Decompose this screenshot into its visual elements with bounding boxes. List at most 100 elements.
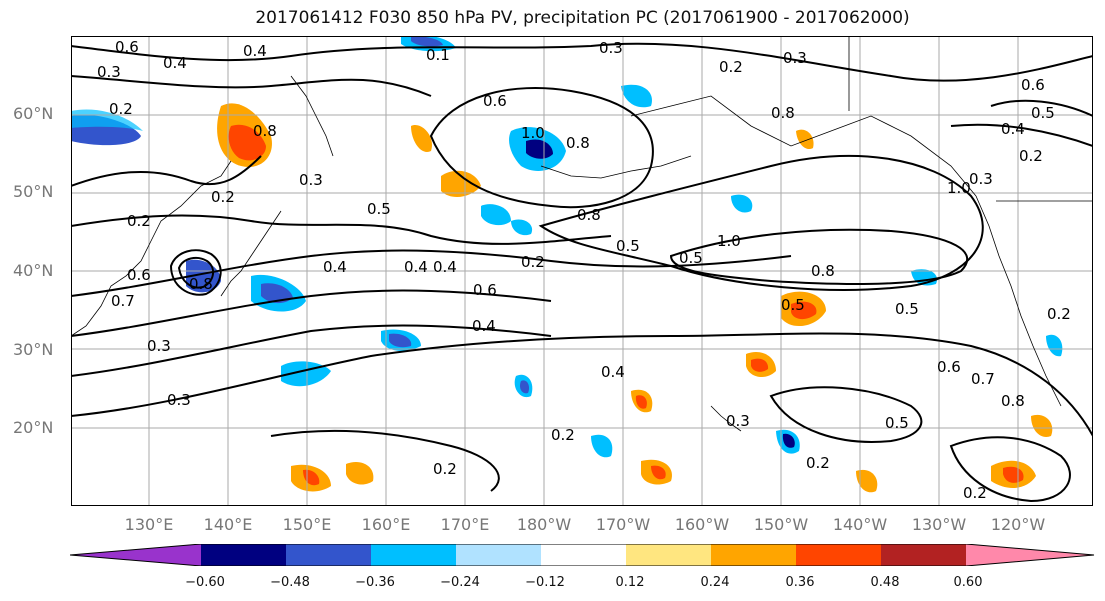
contour-label: 0.6 [937,358,961,376]
lat-label-50n: 50°N [13,182,54,201]
contour-label: 1.0 [717,232,741,250]
contour-label: 0.2 [521,253,545,271]
colorbar-tick: 0.48 [870,575,900,590]
coastline-kamchatka [290,75,334,157]
colorbar-segment [70,544,201,566]
pv-contour [71,75,432,97]
coastline-hawaii [710,405,742,432]
contour-label: 0.2 [551,426,575,444]
pv-contour [270,429,500,492]
contour-label: 0.8 [189,275,213,293]
pv-contour [950,123,1093,147]
lon-label: 150°E [282,515,332,534]
colorbar-segment [881,544,966,566]
lon-label: 130°E [124,515,174,534]
contour-label: 0.5 [781,296,805,314]
coastline-aleutians [540,155,692,179]
colorbar-tick: −0.24 [440,575,480,590]
lon-label: 120°W [990,515,1046,534]
pv-contour [769,386,923,443]
lat-label-60n: 60°N [13,104,54,123]
contour-label: 0.3 [97,63,121,81]
contour-label: 0.5 [679,249,703,267]
lon-label: 180°W [516,515,572,534]
precip-blob [591,434,613,458]
pv-contour [177,256,215,289]
lat-label-30n: 30°N [13,340,54,359]
contour-label: 0.6 [1021,76,1045,94]
colorbar-tick: −0.36 [355,575,395,590]
precip-blob [228,124,266,161]
precip-blob [791,301,817,320]
contour-label: 0.2 [211,188,235,206]
contour-label: 0.4 [472,317,496,335]
contour-label: 0.5 [1031,104,1055,122]
pv-contour [71,42,1093,82]
precip-blob [511,219,533,236]
pv-contour [71,214,612,245]
precip-blob [519,380,530,394]
pv-contour [538,155,984,291]
contour-label: 0.8 [771,104,795,122]
colorbar-tick: 0.36 [785,575,815,590]
colorbar-tick: −0.48 [270,575,310,590]
precip-blob [635,395,647,409]
colorbar-segment [711,544,796,566]
contour-label: 0.8 [253,122,277,140]
contour-label: 0.3 [969,170,993,188]
contour-label: 0.4 [243,42,267,60]
colorbar-segment [966,544,1094,566]
contour-label: 0.5 [895,300,919,318]
contour-label: 0.3 [726,412,750,430]
contour-label: 0.4 [1001,120,1025,138]
contour-label: 0.7 [971,370,995,388]
precip-blob [411,125,432,152]
contour-label: 0.7 [111,292,135,310]
pv-contour [169,249,222,296]
contour-label: 0.2 [433,460,457,478]
colorbar-segment [541,544,626,566]
precip-blob [1046,334,1063,357]
contour-label: 0.2 [109,100,133,118]
precip-blob [751,358,769,372]
contour-label: 0.8 [811,262,835,280]
contour-label: 0.3 [147,337,171,355]
precip-blob [621,84,652,108]
contour-label: 0.2 [806,454,830,472]
contour-label: 0.4 [323,258,347,276]
pv-contour [71,324,552,377]
lon-label: 160°W [674,515,730,534]
colorbar-segment [286,544,371,566]
map-border [71,36,1093,506]
contour-label: 0.2 [719,58,743,76]
pv-contour [990,99,1093,117]
lon-label: 150°W [753,515,809,534]
contour-label: 0.4 [601,363,625,381]
precip-blob [782,433,795,448]
colorbar-segment [371,544,456,566]
precip-shading [71,36,1063,493]
colorbar-segment [201,544,286,566]
coastline-alaska [630,95,977,197]
lat-label-40n: 40°N [13,261,54,280]
contour-label: 0.3 [167,391,191,409]
colorbar-segment [796,544,881,566]
contour-label: 0.1 [426,46,450,64]
contour-label: 0.3 [299,171,323,189]
contour-label: 0.8 [577,206,601,224]
contour-label: 0.6 [115,38,139,56]
precip-blob [526,139,553,159]
precip-blob [411,36,443,47]
colorbar-tick: 0.60 [953,575,983,590]
contour-label: 0.3 [599,39,623,57]
lat-label-20n: 20°N [13,418,54,437]
precip-blob [1031,414,1053,437]
pv-contour [429,87,654,209]
colorbar-tick: −0.12 [525,575,565,590]
pv-contour [669,228,968,285]
colorbar-tick: −0.60 [185,575,225,590]
contour-label: 0.6 [473,281,497,299]
colorbar-segment [626,544,711,566]
contour-label: 0.6 [483,92,507,110]
contour-label: 0.3 [783,49,807,67]
